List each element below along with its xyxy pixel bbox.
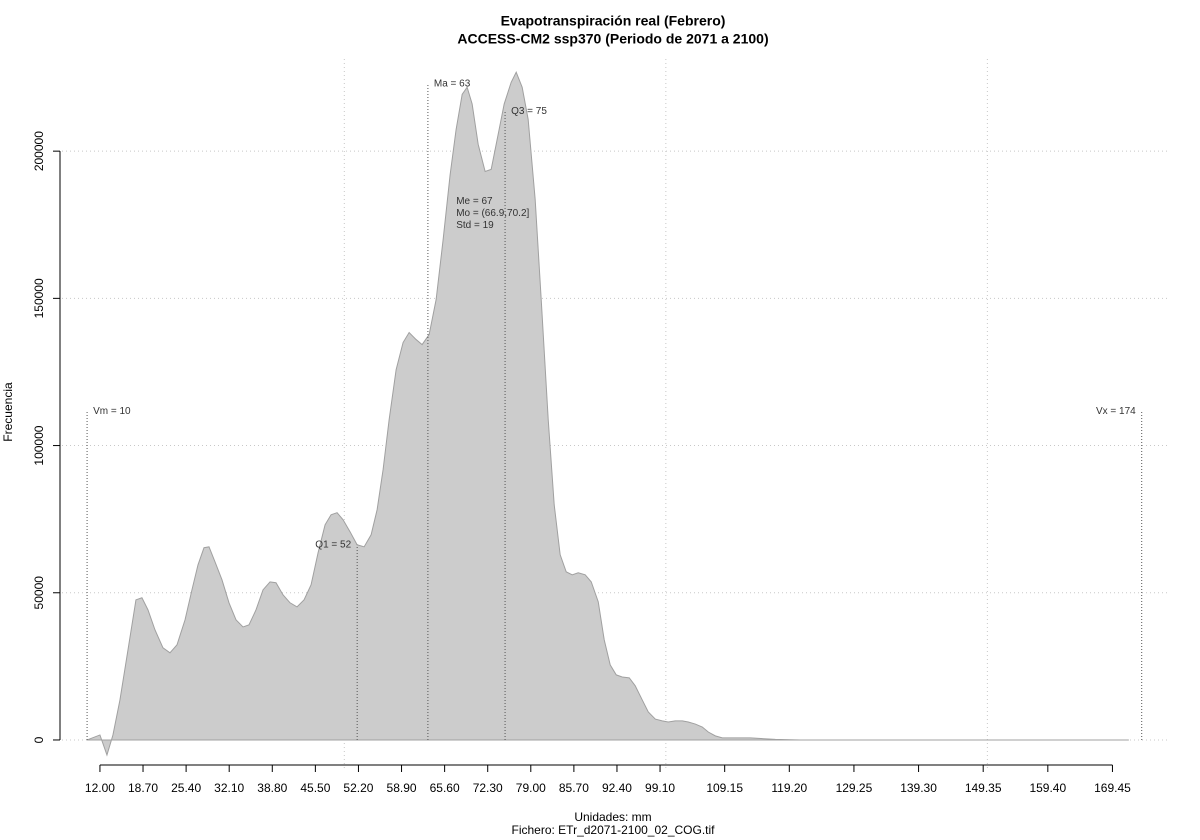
y-tick-label: 200000 — [32, 131, 46, 171]
annotation: Vx = 174 — [1096, 406, 1136, 417]
x-tick-label: 119.20 — [771, 781, 807, 795]
x-tick-label: 92.40 — [602, 781, 632, 795]
x-tick-label: 12.00 — [85, 781, 115, 795]
annotation: Q1 = 52 — [315, 539, 351, 550]
x-tick-label: 38.80 — [257, 781, 287, 795]
x-tick-label: 85.70 — [559, 781, 589, 795]
x-tick-label: 159.40 — [1029, 781, 1066, 795]
x-tick-label: 72.30 — [473, 781, 503, 795]
x-tick-label: 79.00 — [516, 781, 546, 795]
stats-text: Me = 67 — [456, 196, 493, 207]
x-tick-label: 65.60 — [430, 781, 460, 795]
stats-text: Std = 19 — [456, 220, 494, 231]
x-tick-label: 139.30 — [900, 781, 937, 795]
x-tick-label: 58.90 — [387, 781, 417, 795]
x-tick-label: 149.35 — [965, 781, 1002, 795]
x-tick-label: 109.15 — [706, 781, 743, 795]
caption: Fichero: ETr_d2071-2100_02_COG.tif — [512, 823, 716, 837]
stats-text: Mo = (66.9,70.2] — [456, 208, 529, 219]
annotation: Vm = 10 — [93, 406, 131, 417]
y-tick-label: 150000 — [32, 278, 46, 318]
area — [86, 71, 1129, 757]
x-tick-label: 45.50 — [300, 781, 330, 795]
x-tick-label: 52.20 — [343, 781, 373, 795]
x-axis-label: Unidades: mm — [574, 810, 651, 824]
annotation: Q3 = 75 — [511, 106, 547, 117]
x-tick-label: 169.45 — [1094, 781, 1131, 795]
chart-title: Evapotranspiración real (Febrero) — [501, 13, 726, 29]
x-tick-label: 129.25 — [836, 781, 873, 795]
y-tick-label: 50000 — [32, 576, 46, 610]
x-tick-label: 18.70 — [128, 781, 158, 795]
annotation: Ma = 63 — [434, 79, 471, 90]
y-tick-label: 0 — [32, 736, 46, 743]
y-axis-label: Frecuencia — [1, 382, 15, 442]
chart-subtitle: ACCESS-CM2 ssp370 (Periodo de 2071 a 210… — [457, 31, 768, 47]
y-tick-label: 100000 — [32, 425, 46, 465]
x-tick-label: 32.10 — [214, 781, 244, 795]
x-tick-label: 99.10 — [645, 781, 675, 795]
x-tick-label: 25.40 — [171, 781, 201, 795]
